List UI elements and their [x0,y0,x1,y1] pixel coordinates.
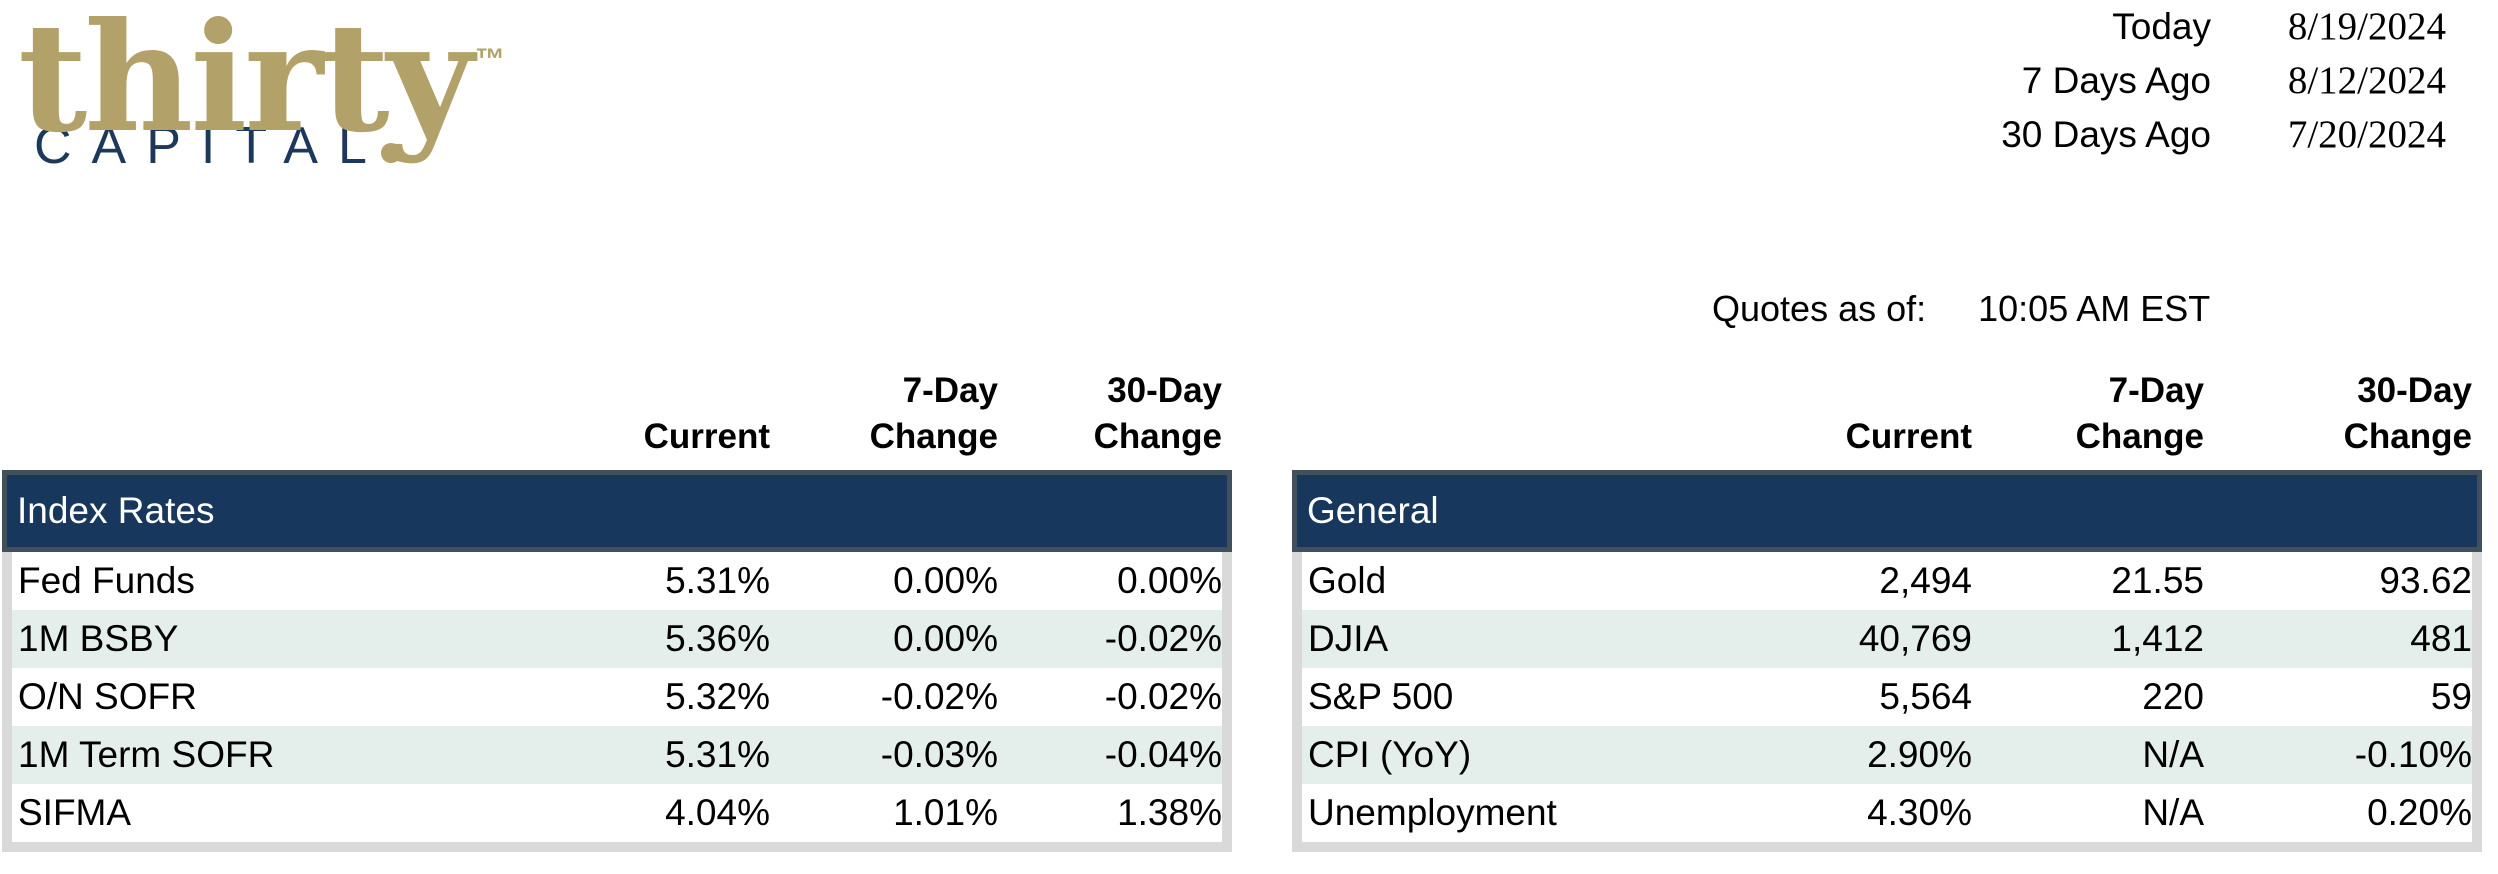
row-change-30d: 59 [2430,676,2472,717]
row-change-7d: 0.00% [893,560,998,601]
general-table: Current 7-Day Change 30-Day Change Gener… [1292,368,2482,852]
row-label: 1M BSBY [18,618,179,659]
row-change-30d: -0.02% [1104,676,1222,717]
table-row-fed-funds: Fed Funds 5.31% 0.00% 0.00% [12,552,1222,610]
row-change-30d: -0.10% [2354,734,2472,775]
row-change-30d: 93.62 [2379,560,2472,601]
column-header-30-day-change: 30-Day Change [1093,371,1222,456]
table-row-gold: Gold 2,494 21.55 93.62 [1302,552,2472,610]
table-row-1m-term-sofr: 1M Term SOFR 5.31% -0.03% -0.04% [12,726,1222,784]
row-change-7d: -0.03% [880,734,998,775]
table-row-1m-bsby: 1M BSBY 5.36% 0.00% -0.02% [12,610,1222,668]
index-rates-column-headers: Current 7-Day Change 30-Day Change [2,368,1232,460]
spacer-cell [2,368,540,460]
general-section-band: General [1292,470,2482,552]
company-logo: thirty ™ CAPITAL [18,0,505,176]
row-change-7d: 1.01% [893,792,998,833]
row-change-30d: -0.04% [1104,734,1222,775]
column-header-current: Current [1845,417,1972,456]
index-rates-table: Current 7-Day Change 30-Day Change Index… [2,368,1232,852]
row-label: Fed Funds [18,560,195,601]
general-column-headers: Current 7-Day Change 30-Day Change [1292,368,2482,460]
date-value-30-days-ago: 7/20/2024 [2287,113,2446,156]
row-current: 5.36% [665,618,770,659]
row-change-7d: -0.02% [880,676,998,717]
row-label: CPI (YoY) [1308,734,1472,775]
column-header-7-day-change: 7-Day Change [869,371,998,456]
row-current: 2,494 [1879,560,1972,601]
row-change-30d: 0.00% [1117,560,1222,601]
index-rates-section-band: Index Rates [2,470,1232,552]
row-change-7d: N/A [2142,734,2204,775]
column-header-30-day-change: 30-Day Change [2343,371,2472,456]
quotes-label: Quotes as of: [1712,288,1927,329]
quotes-time: 10:05 AM EST [1978,288,2211,329]
row-current: 4.04% [665,792,770,833]
index-rates-section-title: Index Rates [17,490,215,531]
date-value-today: 8/19/2024 [2287,5,2446,48]
column-header-current: Current [643,417,770,456]
row-change-30d: 481 [2410,618,2472,659]
logo-swash-dot-icon [380,142,401,163]
date-label-7-days-ago: 7 Days Ago [2021,60,2211,101]
row-change-30d: -0.02% [1104,618,1222,659]
row-current: 5.31% [665,734,770,775]
row-label: SIFMA [18,792,132,833]
logo-subtitle: CAPITAL [34,116,387,175]
table-row-on-sofr: O/N SOFR 5.32% -0.02% -0.02% [12,668,1222,726]
row-change-7d: N/A [2142,792,2204,833]
row-label: 1M Term SOFR [18,734,275,775]
table-row-unemployment: Unemployment 4.30% N/A 0.20% [1302,784,2472,842]
date-panel: Today 8/19/2024 7 Days Ago 8/12/2024 30 … [2001,6,2446,156]
row-change-30d: 1.38% [1117,792,1222,833]
logo-subtitle-row: CAPITAL [18,116,501,176]
general-rows: Gold 2,494 21.55 93.62 DJIA 40,769 1,412… [1292,552,2482,852]
row-label: Gold [1308,560,1387,601]
row-current: 40,769 [1858,618,1972,659]
row-current: 4.30% [1867,792,1972,833]
row-change-7d: 1,412 [2111,618,2204,659]
row-current: 5.31% [665,560,770,601]
logo-wordmark: thirty ™ [18,0,505,158]
row-label: O/N SOFR [18,676,197,717]
table-row-cpi-yoy: CPI (YoY) 2.90% N/A -0.10% [1302,726,2472,784]
row-change-7d: 21.55 [2111,560,2204,601]
quotes-as-of: Quotes as of: 10:05 AM EST [1712,288,2210,330]
row-label: S&P 500 [1308,676,1454,717]
logo-brand-name: thirty [18,0,474,166]
row-label: DJIA [1308,618,1389,659]
row-label: Unemployment [1308,792,1557,833]
date-value-7-days-ago: 8/12/2024 [2287,59,2446,102]
date-label-today: Today [2112,6,2211,47]
row-current: 2.90% [1867,734,1972,775]
row-current: 5,564 [1879,676,1972,717]
column-header-7-day-change: 7-Day Change [2075,371,2204,456]
table-row-sifma: SIFMA 4.04% 1.01% 1.38% [12,784,1222,842]
spacer-cell [1292,368,1732,460]
trademark-symbol: ™ [474,42,505,76]
table-row-djia: DJIA 40,769 1,412 481 [1302,610,2472,668]
general-section-title: General [1307,490,1439,531]
row-current: 5.32% [665,676,770,717]
row-change-30d: 0.20% [2367,792,2472,833]
row-change-7d: 0.00% [893,618,998,659]
index-rates-rows: Fed Funds 5.31% 0.00% 0.00% 1M BSBY 5.36… [2,552,1232,852]
table-row-sp500: S&P 500 5,564 220 59 [1302,668,2472,726]
date-label-30-days-ago: 30 Days Ago [2001,114,2211,155]
row-change-7d: 220 [2142,676,2204,717]
